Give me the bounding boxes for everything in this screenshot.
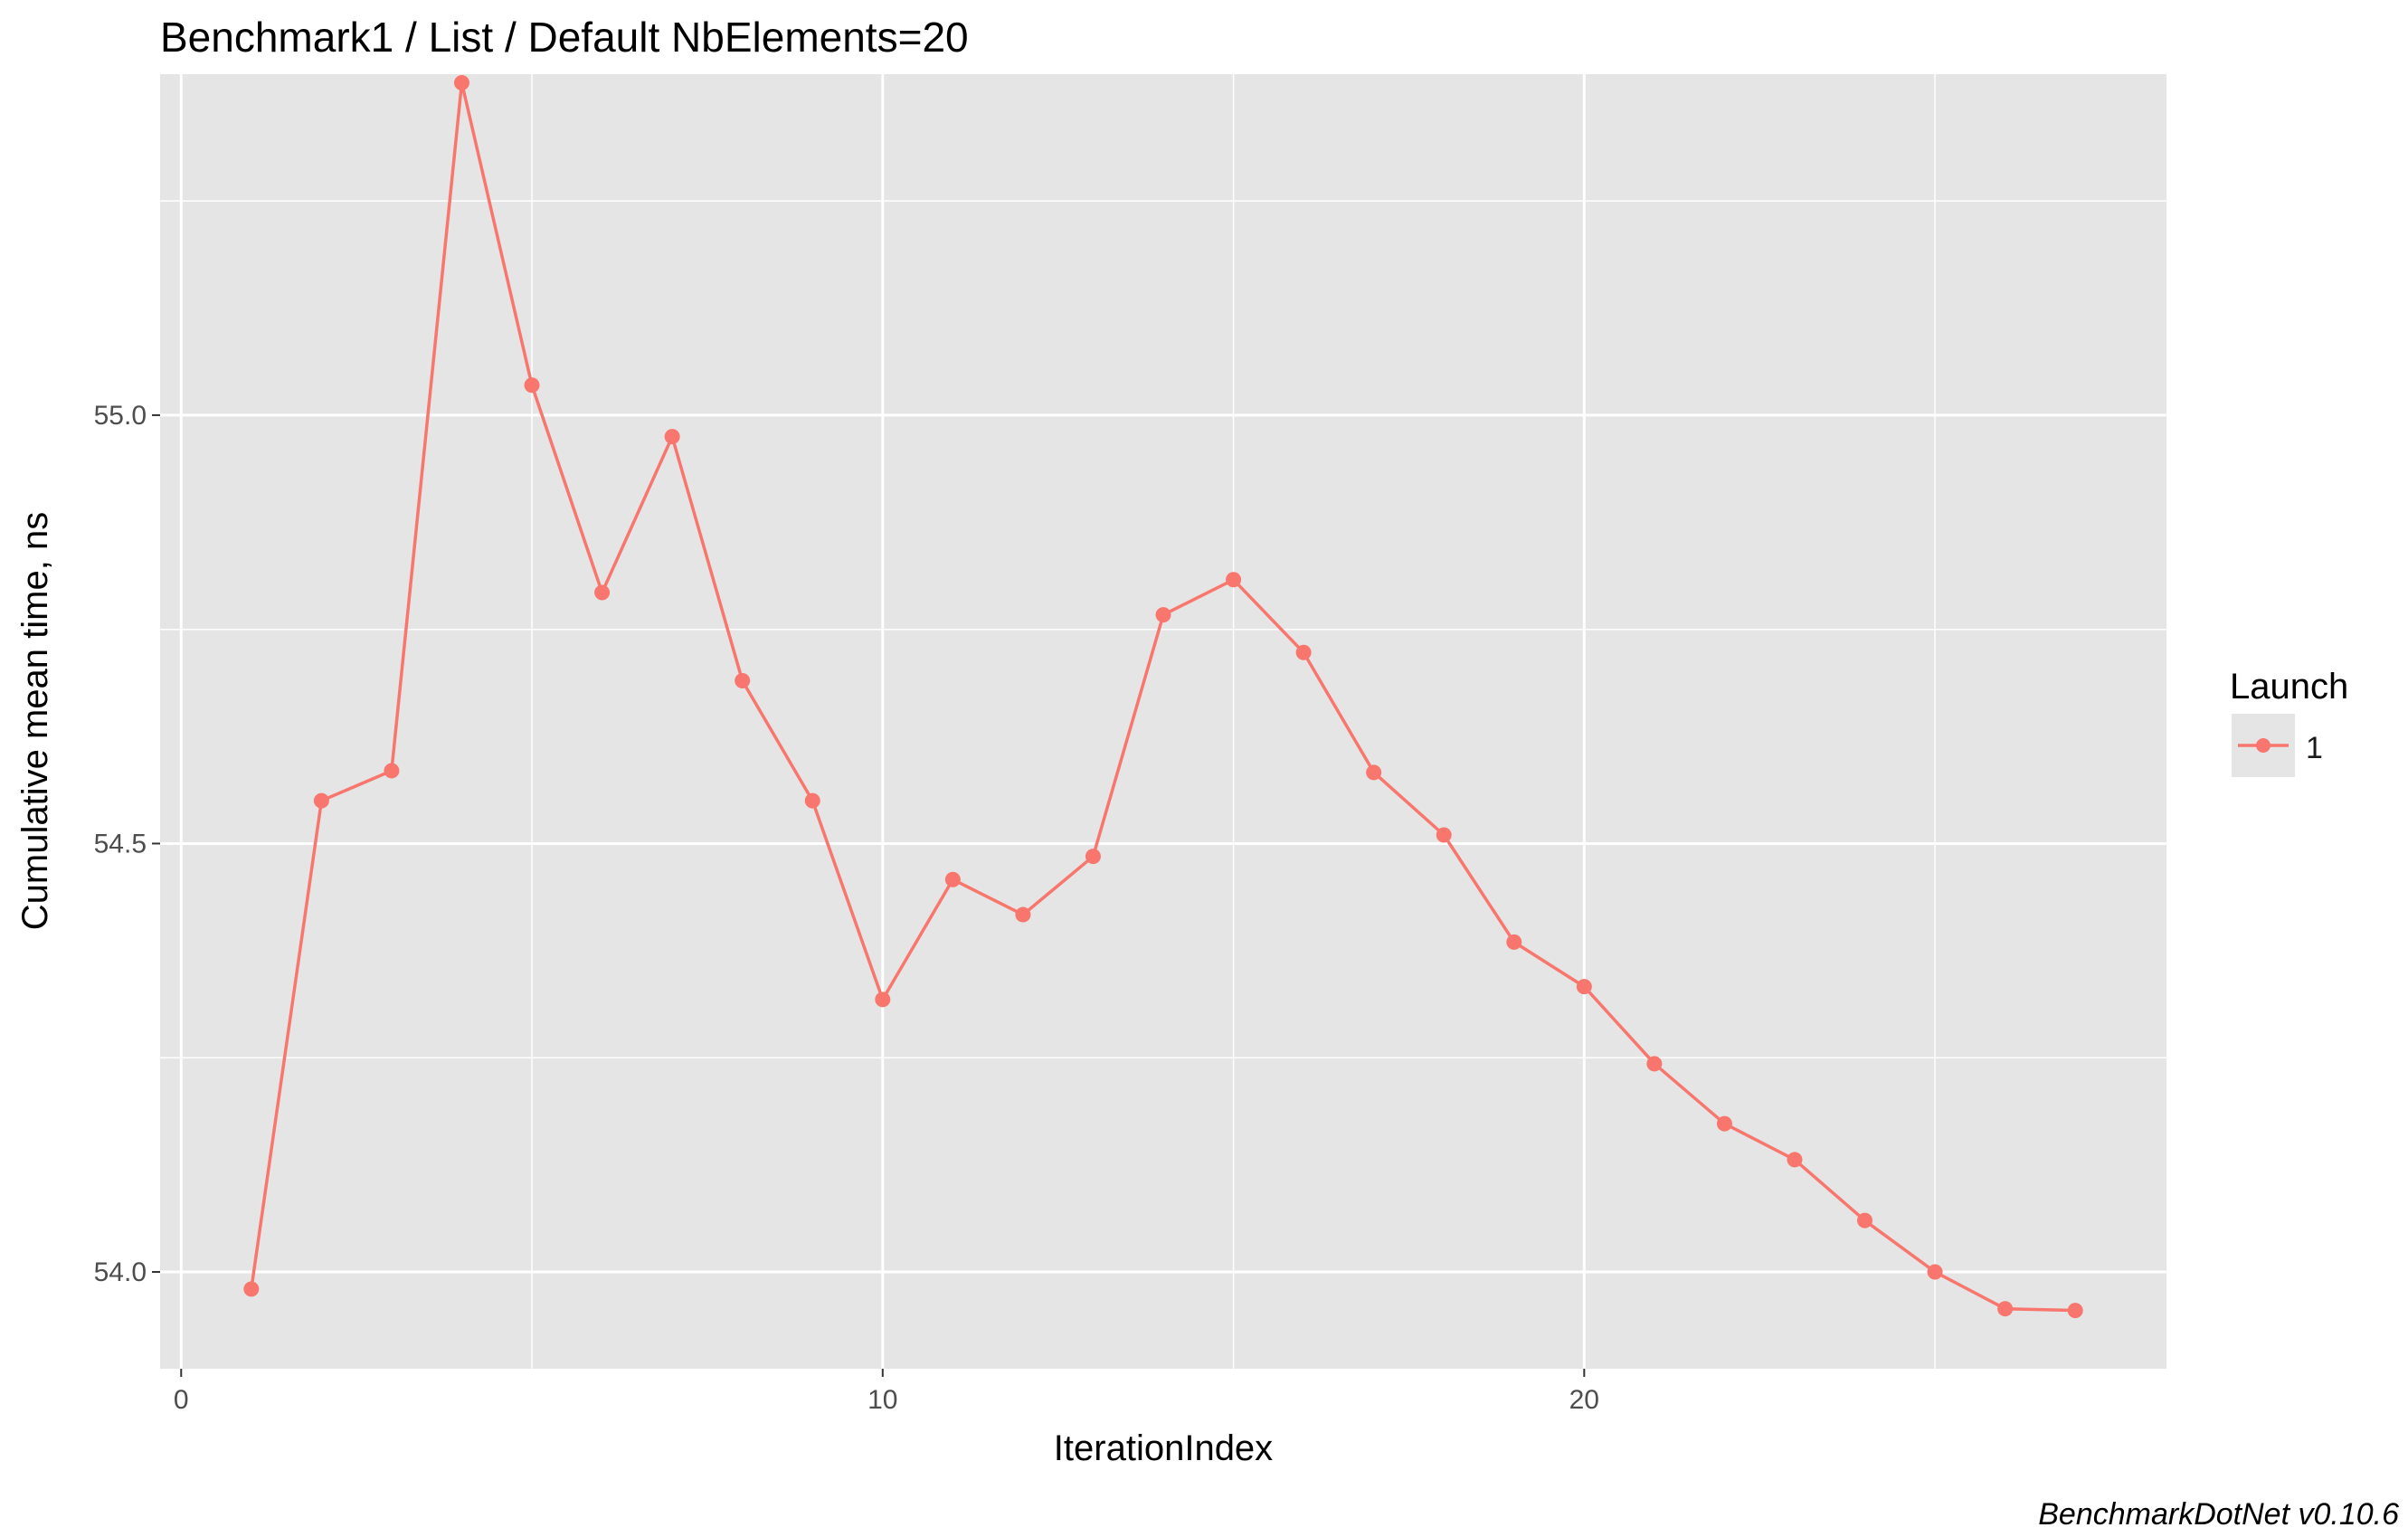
legend-key-point <box>2256 738 2271 753</box>
chart-caption: BenchmarkDotNet v0.10.6 <box>2038 1497 2399 1532</box>
data-point-0-10 <box>944 871 961 887</box>
data-point-0-9 <box>875 991 891 1008</box>
data-point-0-12 <box>1085 849 1101 865</box>
data-point-0-23 <box>1857 1212 1873 1229</box>
data-point-0-2 <box>384 763 400 779</box>
data-point-0-3 <box>453 74 469 90</box>
data-point-0-13 <box>1155 607 1171 623</box>
data-point-0-8 <box>804 792 820 809</box>
data-point-0-14 <box>1226 572 1242 588</box>
legend: Launch 1 <box>2230 667 2348 777</box>
y-tick-label-1: 54.5 <box>94 829 147 859</box>
data-point-0-16 <box>1366 764 1382 781</box>
data-point-0-22 <box>1787 1152 1803 1168</box>
data-point-0-6 <box>664 429 680 445</box>
legend-entry-label: 1 <box>2306 731 2323 765</box>
y-tick-label-0: 54.0 <box>94 1257 147 1287</box>
data-point-0-20 <box>1646 1056 1663 1072</box>
data-point-0-1 <box>313 792 329 809</box>
x-tick-label-0: 0 <box>174 1385 189 1415</box>
data-point-0-0 <box>243 1281 260 1297</box>
series-layer <box>243 74 2083 1319</box>
chart-title: Benchmark1 / List / Default NbElements=2… <box>160 14 969 61</box>
x-tick-label-1: 10 <box>867 1385 897 1415</box>
data-point-0-19 <box>1576 979 1592 995</box>
data-point-0-7 <box>735 673 751 689</box>
x-axis-title: IterationIndex <box>1054 1428 1273 1468</box>
data-point-0-17 <box>1436 827 1452 843</box>
data-point-0-21 <box>1716 1115 1732 1132</box>
data-point-0-11 <box>1015 906 1031 923</box>
data-point-0-24 <box>1927 1264 1943 1280</box>
plot-panel <box>160 74 2166 1369</box>
data-point-0-18 <box>1506 934 1522 950</box>
data-point-0-25 <box>1997 1301 2014 1317</box>
y-axis-title: Cumulative mean time, ns <box>15 512 55 930</box>
axis-ticks <box>152 413 1586 1377</box>
data-point-0-15 <box>1295 644 1312 660</box>
grid-minor <box>160 74 2166 1369</box>
tick-labels: 0 10 20 54.0 54.5 55.0 <box>94 401 1599 1415</box>
data-point-0-26 <box>2067 1303 2083 1319</box>
data-point-0-5 <box>594 584 611 601</box>
data-point-0-4 <box>524 377 540 394</box>
x-tick-label-2: 20 <box>1569 1385 1599 1415</box>
grid-major <box>160 74 2166 1369</box>
legend-title: Launch <box>2230 667 2348 707</box>
y-tick-label-2: 55.0 <box>94 401 147 431</box>
